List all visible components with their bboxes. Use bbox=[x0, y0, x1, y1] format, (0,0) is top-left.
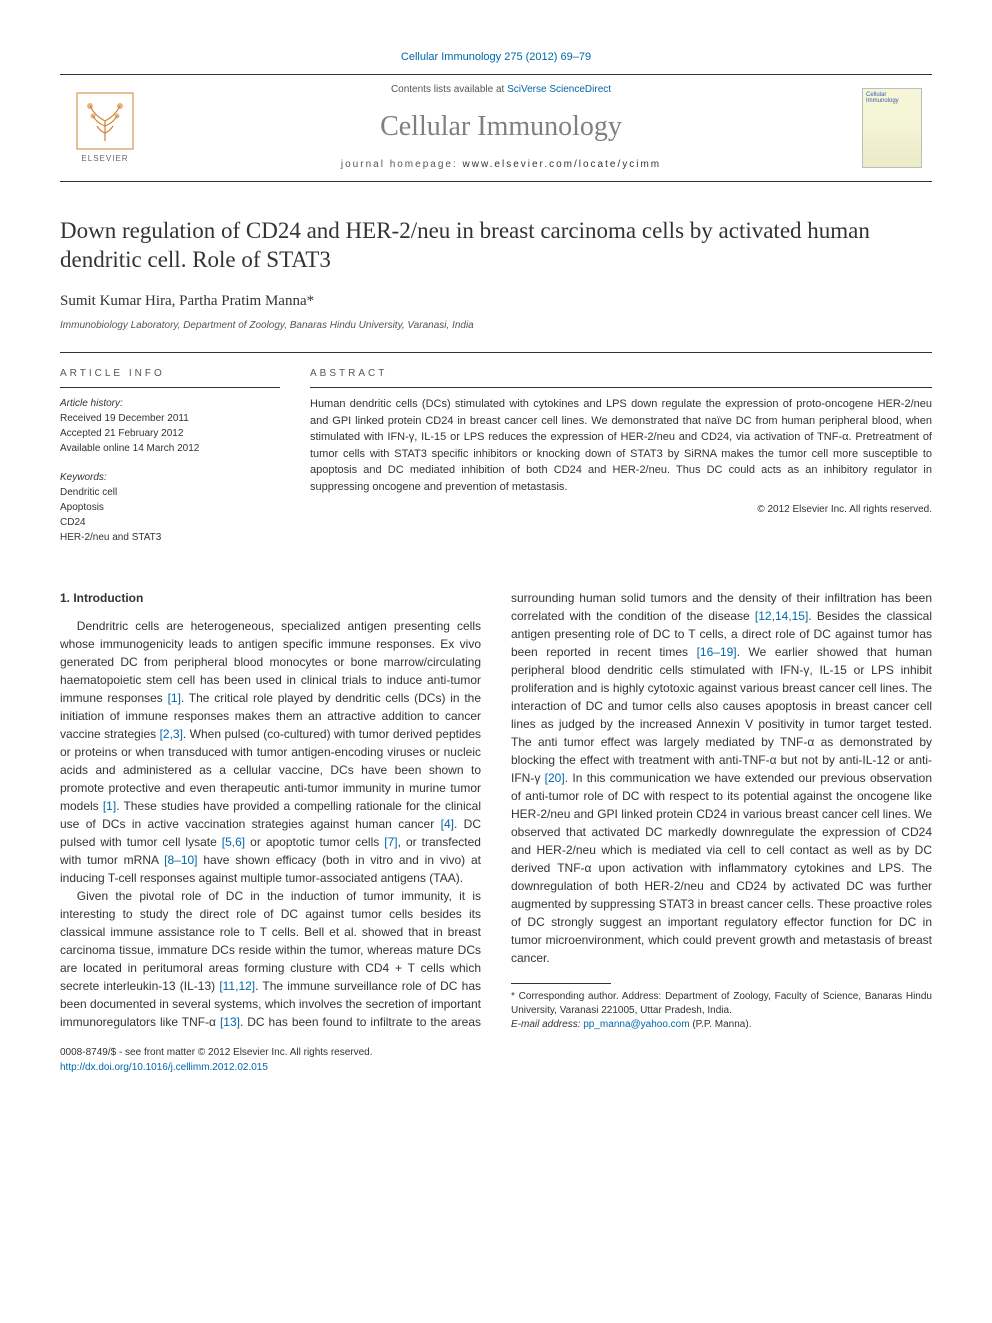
abstract-heading: abstract bbox=[310, 367, 932, 389]
email-link[interactable]: pp_manna@yahoo.com bbox=[583, 1019, 689, 1030]
keyword: HER-2/neu and STAT3 bbox=[60, 530, 280, 545]
citation-link[interactable]: [13] bbox=[220, 1015, 240, 1029]
journal-name: Cellular Immunology bbox=[150, 107, 852, 148]
elsevier-tree-icon bbox=[75, 91, 135, 151]
citation-link[interactable]: [1] bbox=[103, 799, 116, 813]
t: or apoptotic tumor cells bbox=[245, 835, 384, 849]
body-two-col: 1. Introduction Dendritric cells are het… bbox=[60, 589, 932, 1032]
article-info-heading: article info bbox=[60, 367, 280, 389]
keyword: Apoptosis bbox=[60, 500, 280, 515]
keyword: CD24 bbox=[60, 515, 280, 530]
intro-heading: 1. Introduction bbox=[60, 589, 481, 607]
citation-link[interactable]: [16–19] bbox=[697, 645, 737, 659]
article-history-block: Article history: Received 19 December 20… bbox=[60, 396, 280, 456]
t: . We earlier showed that human periphera… bbox=[511, 645, 932, 785]
email-author: (P.P. Manna). bbox=[690, 1019, 752, 1030]
homepage-url[interactable]: www.elsevier.com/locate/ycimm bbox=[463, 159, 662, 170]
email-label: E-mail address: bbox=[511, 1019, 583, 1030]
footnote-separator bbox=[511, 983, 611, 984]
affiliation: Immunobiology Laboratory, Department of … bbox=[60, 319, 932, 334]
keyword: Dendritic cell bbox=[60, 485, 280, 500]
citation-link[interactable]: [11,12] bbox=[219, 979, 255, 993]
homepage-label: journal homepage: bbox=[341, 159, 463, 170]
citation-header[interactable]: Cellular Immunology 275 (2012) 69–79 bbox=[60, 50, 932, 66]
corr-address: * Corresponding author. Address: Departm… bbox=[511, 990, 932, 1018]
received-date: Received 19 December 2011 bbox=[60, 411, 280, 426]
keywords-block: Keywords: Dendritic cell Apoptosis CD24 … bbox=[60, 470, 280, 545]
t: . These studies have provided a compelli… bbox=[60, 799, 481, 831]
t: Given the pivotal role of DC in the indu… bbox=[60, 889, 481, 993]
footer-left: 0008-8749/$ - see front matter © 2012 El… bbox=[60, 1046, 373, 1075]
publisher-logo[interactable]: ELSEVIER bbox=[60, 75, 150, 181]
citation-link[interactable]: [20] bbox=[545, 771, 565, 785]
abstract-col: abstract Human dendritic cells (DCs) sti… bbox=[310, 367, 932, 560]
citation-link[interactable]: [12,14,15] bbox=[755, 609, 808, 623]
accepted-date: Accepted 21 February 2012 bbox=[60, 426, 280, 441]
contents-prefix: Contents lists available at bbox=[391, 84, 507, 95]
sciencedirect-link[interactable]: SciVerse ScienceDirect bbox=[507, 84, 611, 95]
corr-email-line: E-mail address: pp_manna@yahoo.com (P.P.… bbox=[511, 1018, 932, 1032]
contents-line: Contents lists available at SciVerse Sci… bbox=[150, 83, 852, 98]
citation-link[interactable]: [8–10] bbox=[164, 853, 197, 867]
info-abstract-row: article info Article history: Received 1… bbox=[60, 352, 932, 560]
homepage-line: journal homepage: www.elsevier.com/locat… bbox=[150, 158, 852, 173]
citation-link[interactable]: [7] bbox=[384, 835, 397, 849]
citation-link[interactable]: [4] bbox=[441, 817, 454, 831]
cover-title-text: Cellular Immunology bbox=[866, 92, 918, 105]
article-info-col: article info Article history: Received 1… bbox=[60, 367, 280, 560]
authors-line: Sumit Kumar Hira, Partha Pratim Manna* bbox=[60, 291, 932, 313]
authors: Sumit Kumar Hira, Partha Pratim Manna bbox=[60, 293, 307, 309]
citation-link[interactable]: [5,6] bbox=[222, 835, 245, 849]
corresponding-footnote: * Corresponding author. Address: Departm… bbox=[511, 990, 932, 1032]
abstract-copyright: © 2012 Elsevier Inc. All rights reserved… bbox=[310, 503, 932, 518]
t: . In this communication we have extended… bbox=[511, 771, 932, 965]
body-paragraph: Dendritric cells are heterogeneous, spec… bbox=[60, 617, 481, 887]
cover-thumbnail: Cellular Immunology bbox=[862, 88, 922, 168]
corresponding-marker: * bbox=[307, 293, 315, 309]
page-footer: 0008-8749/$ - see front matter © 2012 El… bbox=[60, 1046, 932, 1075]
history-label: Article history: bbox=[60, 396, 280, 411]
journal-header-box: ELSEVIER Contents lists available at Sci… bbox=[60, 74, 932, 182]
citation-link[interactable]: [2,3] bbox=[160, 727, 183, 741]
publisher-name: ELSEVIER bbox=[81, 153, 128, 165]
abstract-text: Human dendritic cells (DCs) stimulated w… bbox=[310, 396, 932, 495]
journal-cover[interactable]: Cellular Immunology bbox=[852, 75, 932, 181]
citation-link[interactable]: [1] bbox=[168, 691, 181, 705]
front-matter-line: 0008-8749/$ - see front matter © 2012 El… bbox=[60, 1046, 373, 1061]
keywords-label: Keywords: bbox=[60, 470, 280, 485]
online-date: Available online 14 March 2012 bbox=[60, 441, 280, 456]
article-title: Down regulation of CD24 and HER-2/neu in… bbox=[60, 216, 932, 276]
header-center: Contents lists available at SciVerse Sci… bbox=[150, 75, 852, 181]
doi-link[interactable]: http://dx.doi.org/10.1016/j.cellimm.2012… bbox=[60, 1062, 268, 1073]
